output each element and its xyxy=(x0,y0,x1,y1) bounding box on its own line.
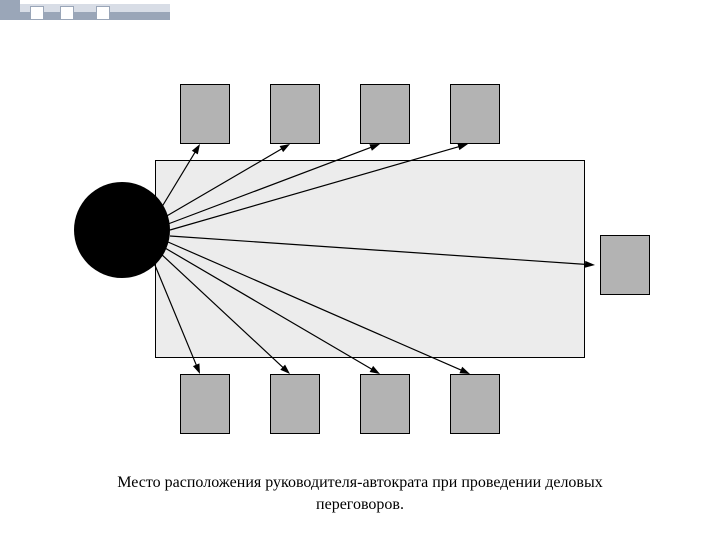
chair-bottom-2 xyxy=(270,374,320,434)
caption-line-1: Место расположения руководителя-автократ… xyxy=(117,474,602,491)
chair-top-4 xyxy=(450,84,500,144)
chair-top-3 xyxy=(360,84,410,144)
chair-bottom-4 xyxy=(450,374,500,434)
leader-autocrat xyxy=(74,182,170,278)
negotiation-table xyxy=(155,160,585,358)
caption-line-2: переговоров. xyxy=(316,496,404,513)
slide-decor xyxy=(0,0,170,26)
chair-right xyxy=(600,235,650,295)
chair-bottom-1 xyxy=(180,374,230,434)
diagram-caption: Место расположения руководителя-автократ… xyxy=(0,472,720,515)
chair-top-1 xyxy=(180,84,230,144)
chair-bottom-3 xyxy=(360,374,410,434)
seating-diagram xyxy=(0,40,720,460)
chair-top-2 xyxy=(270,84,320,144)
